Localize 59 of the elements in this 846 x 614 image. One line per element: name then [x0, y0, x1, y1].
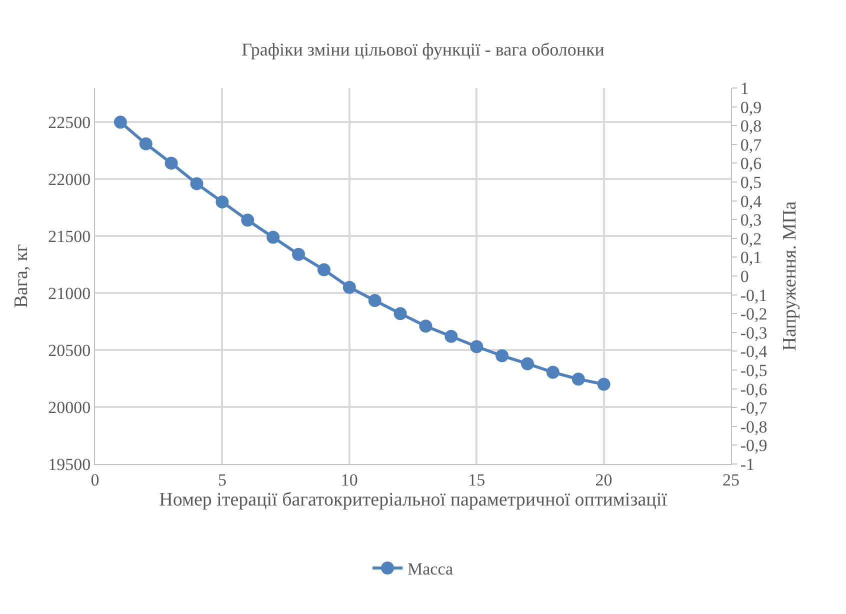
y-tick-label: 20000 [48, 398, 91, 417]
point [342, 280, 356, 294]
point [216, 195, 229, 208]
point [470, 340, 484, 354]
y-tick-label: 21000 [48, 284, 91, 304]
y2-tick-label: 0,2 [740, 229, 762, 248]
y2-tick-label: 0,6 [740, 154, 762, 174]
x-tick-label: 10 [340, 470, 358, 490]
y2-tick-label: 0,4 [740, 192, 762, 211]
y-tick-label: 20500 [48, 341, 91, 360]
y-tick-label: 21500 [48, 227, 91, 246]
chart-title: Графіки зміни цільової функції - вага оболонки [242, 40, 605, 60]
point [292, 248, 306, 261]
point [317, 263, 330, 276]
y2-tick-label: 0,1 [740, 248, 762, 268]
point [419, 320, 432, 333]
point [368, 294, 382, 307]
x-tick-label: 25 [722, 470, 740, 490]
y2-tick-label: 0,5 [740, 172, 762, 192]
y2-tick-label: 0,3 [740, 210, 762, 230]
y2-tick-label: -0,2 [740, 304, 768, 324]
point [496, 349, 509, 362]
y2-tick-label: -0,8 [740, 417, 768, 436]
x-axis-title: Номер ітерації багатокритеріальної параметричної оптимізації [159, 489, 668, 510]
point [266, 230, 280, 244]
y-tick-label: 22500 [48, 113, 91, 132]
point [164, 156, 178, 170]
point [597, 378, 610, 391]
y2-tick-label: 0,7 [740, 135, 762, 154]
y-tick-label: 19500 [48, 454, 91, 474]
point [139, 137, 152, 150]
legend-label: Масса [408, 560, 454, 579]
y-axis-title: Вага, кг [10, 244, 32, 308]
x-tick-label: 20 [595, 470, 612, 490]
y2-tick-label: -0,3 [740, 323, 768, 342]
x-tick-label: 5 [218, 470, 226, 490]
point [520, 357, 534, 370]
x-tick-label: 15 [468, 470, 486, 490]
y2-tick-label: -0,4 [740, 342, 768, 362]
point [572, 372, 585, 386]
y-tick-label: 22000 [48, 170, 91, 190]
point [394, 307, 407, 320]
y2-tick-label: 0 [740, 266, 749, 286]
y2-tick-label: -0,6 [740, 380, 768, 399]
point [114, 116, 127, 129]
y2-tick-label: -0,1 [740, 286, 768, 305]
y2-tick-label: 1 [740, 78, 749, 98]
y2-tick-label: -1 [740, 454, 755, 474]
point [546, 366, 560, 379]
y2-tick-label: -0,9 [740, 436, 768, 456]
y2-tick-label: 0,8 [740, 116, 762, 136]
point [241, 214, 254, 227]
y2-tick-label: -0,5 [740, 360, 768, 380]
point [444, 330, 458, 343]
y2-tick-label: 0,9 [740, 98, 762, 117]
point [190, 177, 204, 190]
x-tick-label: 0 [90, 470, 100, 490]
y2-tick-label: -0,7 [740, 398, 768, 418]
y2-axis-title: Напруження. МПа [780, 200, 801, 351]
